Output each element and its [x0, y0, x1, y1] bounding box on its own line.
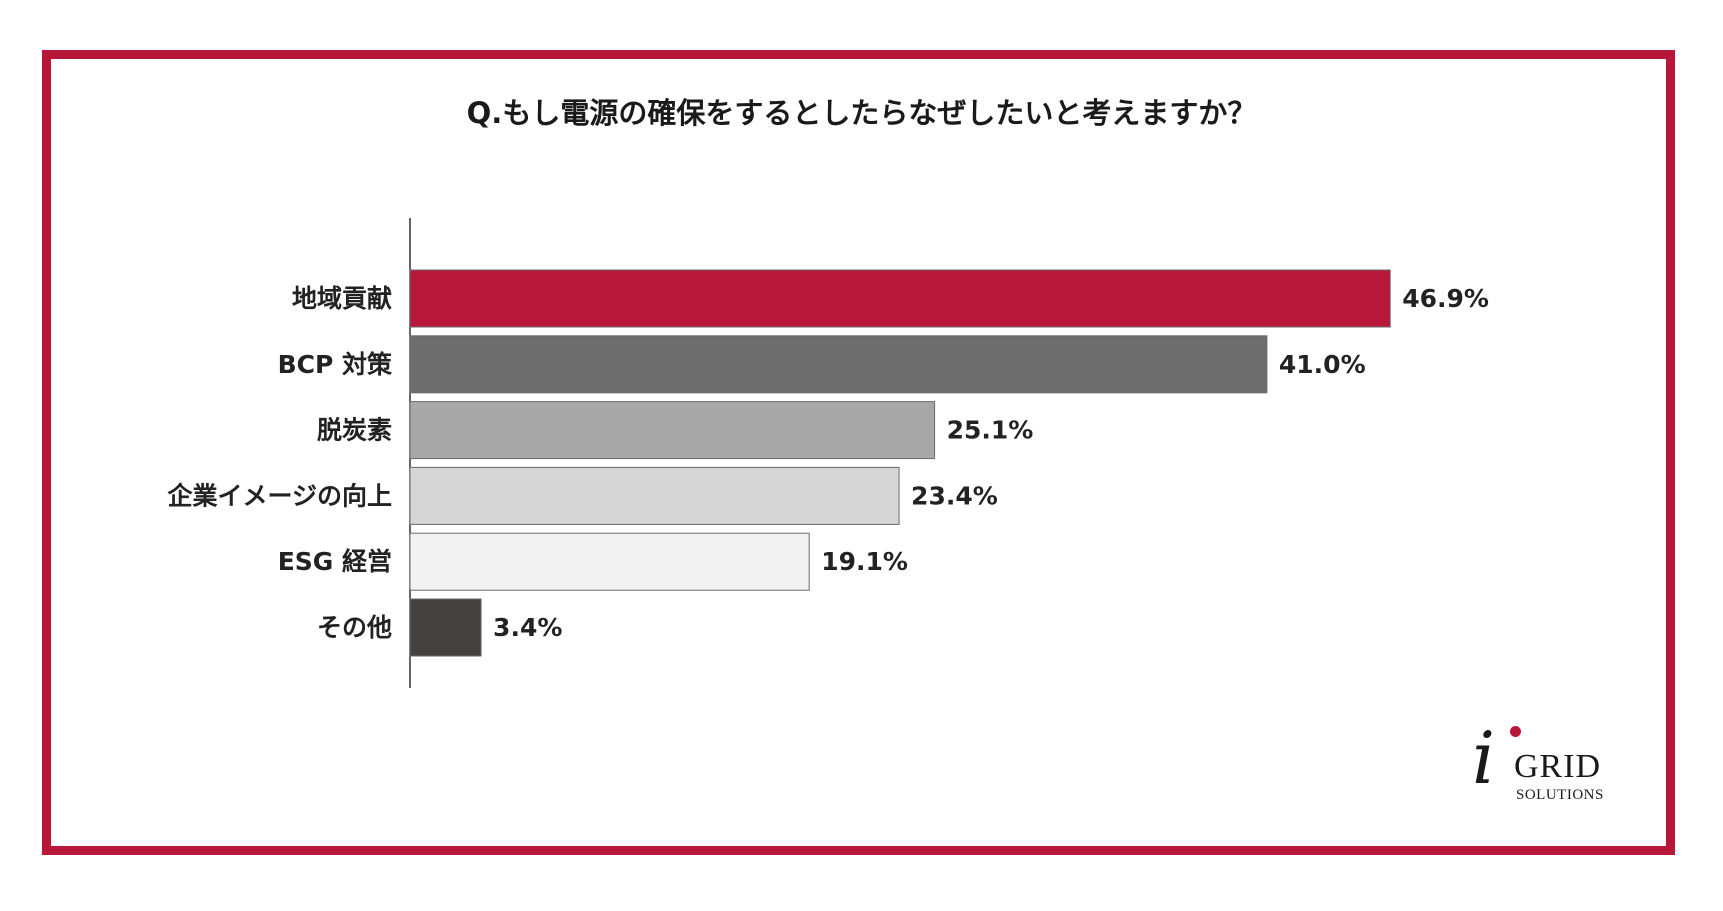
chart-title: Q.もし電源の確保をするとしたらなぜしたいと考えますか？: [466, 96, 1257, 130]
logo-name: GRID: [1514, 748, 1602, 785]
value-label: 41.0%: [1279, 350, 1366, 379]
value-label: 19.1%: [821, 547, 908, 576]
category-label: BCP 対策: [278, 350, 393, 379]
igrid-solutions-logo: i GRID SOLUTIONS: [1472, 722, 1632, 812]
bar: [409, 401, 936, 460]
bar: [409, 598, 482, 657]
logo-letter: i: [1472, 716, 1496, 800]
value-label: 25.1%: [947, 416, 1034, 445]
bar: [409, 269, 1391, 328]
category-label: 企業イメージの向上: [167, 481, 392, 510]
bar: [409, 466, 900, 525]
logo-subtitle: SOLUTIONS: [1516, 787, 1604, 803]
category-label: ESG 経営: [278, 547, 392, 576]
category-label: 脱炭素: [317, 416, 392, 445]
category-label: 地域貢献: [292, 284, 392, 313]
value-label: 3.4%: [493, 613, 562, 642]
value-label: 23.4%: [911, 481, 998, 510]
category-label: その他: [317, 613, 392, 642]
bar: [409, 532, 810, 591]
bar: [409, 335, 1268, 394]
logo-dot-icon: [1510, 726, 1521, 737]
value-label: 46.9%: [1402, 284, 1489, 313]
